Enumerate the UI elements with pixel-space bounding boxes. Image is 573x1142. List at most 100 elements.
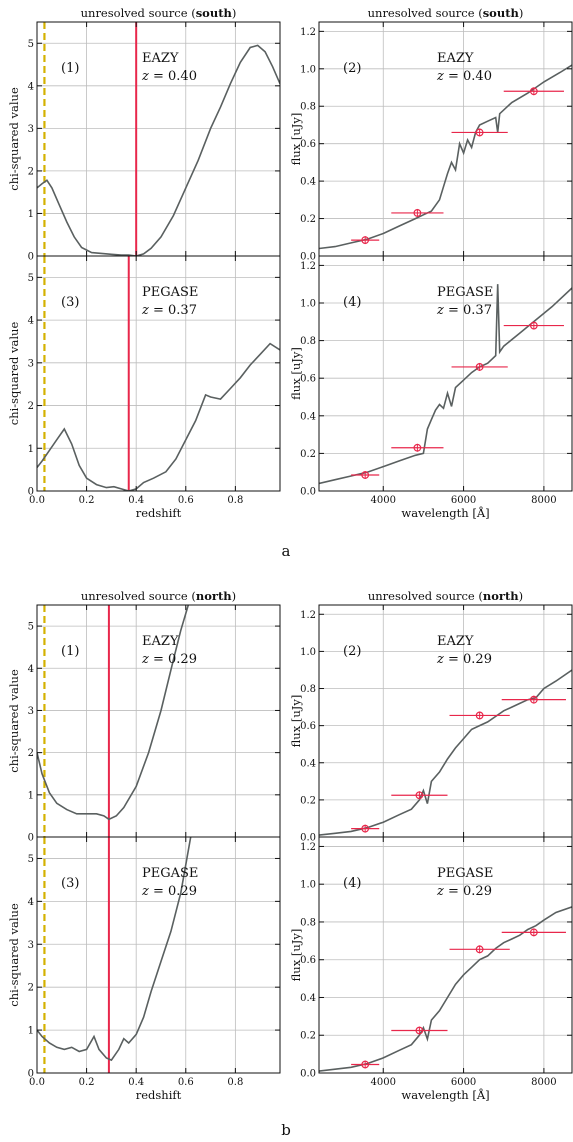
panel-number: (2) <box>343 61 361 76</box>
ytick-label-5: 1.0 <box>300 647 316 658</box>
ytick-label-5: 1.0 <box>300 299 316 310</box>
ytick-label-4: 4 <box>28 316 34 327</box>
ytick-label-0: 0.0 <box>300 1069 316 1080</box>
xtick-label-1: 6000 <box>451 1077 476 1088</box>
panel-a3: 0.0 0.2 0.4 0.6 0.8 0 1 2 3 4 5 chi-squared value re… <box>7 255 281 520</box>
axes-frame <box>36 836 281 1074</box>
ytick-label-2: 0.4 <box>300 993 316 1004</box>
ylabel: chi-squared value <box>7 903 21 1007</box>
ytick-label-3: 3 <box>28 124 34 135</box>
ytick-label-2: 0.4 <box>300 177 316 188</box>
panel-a1: 0 1 2 3 4 5 chi-squared value unresolved source… <box>7 6 281 263</box>
panel-number: (1) <box>61 61 79 76</box>
ytick-label-5: 5 <box>28 273 34 284</box>
ytick-label-1: 0.2 <box>300 214 316 225</box>
photometry-marker <box>475 363 484 371</box>
ytick-label-2: 2 <box>28 166 34 177</box>
axes-frame <box>36 255 281 492</box>
panel-b1: 0 1 2 3 4 5 chi-squared value unresolved source… <box>7 589 281 844</box>
photometry-point-2 <box>449 945 510 954</box>
series-line-0 <box>37 837 192 1062</box>
photometry-marker <box>529 695 538 704</box>
xtick-label-2: 8000 <box>531 1077 556 1088</box>
ytick-label-4: 4 <box>28 81 34 92</box>
ytick-label-3: 3 <box>28 940 34 951</box>
panel-number: (4) <box>343 295 361 310</box>
xtick-label-3: 0.6 <box>178 495 194 506</box>
photometry-point-1 <box>391 1026 448 1035</box>
series-line-0 <box>319 669 572 836</box>
ylabel: flux [uJy] <box>289 113 303 166</box>
series-line-0 <box>319 64 572 250</box>
ytick-label-4: 0.8 <box>300 336 316 347</box>
axes-frame <box>318 836 573 1074</box>
ytick-label-1: 0.2 <box>300 449 316 460</box>
axes-frame <box>318 255 573 492</box>
redshift-label: z = 0.40 <box>141 69 197 84</box>
xtick-label-0: 0.0 <box>29 1077 45 1088</box>
ytick-label-6: 1.2 <box>300 27 316 38</box>
photometry-point-3 <box>503 87 564 96</box>
photometry-marker <box>413 443 422 452</box>
photometry-marker <box>529 87 538 96</box>
panel-b4: 4000 6000 8000 0.0 0.2 0.4 0.6 0.8 1.0 1.2 flux [u… <box>289 836 573 1102</box>
ytick-label-3: 0.6 <box>300 955 316 966</box>
ytick-label-5: 5 <box>28 854 34 865</box>
photometry-point-3 <box>503 321 564 330</box>
ytick-label-4: 4 <box>28 664 34 675</box>
xtick-label-2: 0.4 <box>128 495 144 506</box>
ytick-label-4: 0.8 <box>300 917 316 928</box>
photometry-point-1 <box>391 791 448 800</box>
xtick-label-4: 0.8 <box>227 495 243 506</box>
ytick-label-0: 0.0 <box>300 833 316 844</box>
ytick-label-0: 0.0 <box>300 487 316 498</box>
ylabel: chi-squared value <box>7 87 21 191</box>
ytick-label-2: 0.4 <box>300 411 316 422</box>
photometry-marker <box>475 945 484 954</box>
ytick-label-0: 0 <box>28 1069 34 1080</box>
photometry-point-2 <box>451 362 508 371</box>
panel-title: unresolved source (north) <box>368 589 523 603</box>
photometry-point-0 <box>351 236 380 245</box>
xlabel: redshift <box>136 1088 182 1102</box>
redshift-label: z = 0.29 <box>141 884 197 899</box>
template-name: PEGASE <box>437 285 493 300</box>
figure-label-a: a <box>282 542 291 560</box>
panel-number: (4) <box>343 876 361 891</box>
photometry-point-0 <box>351 824 380 833</box>
xtick-label-1: 0.2 <box>79 495 95 506</box>
photometry-point-3 <box>501 695 566 704</box>
series-line-0 <box>319 906 572 1072</box>
xtick-label-0: 4000 <box>371 495 396 506</box>
ytick-label-4: 4 <box>28 897 34 908</box>
panel-number: (3) <box>61 876 79 891</box>
photometry-marker <box>475 128 484 137</box>
ytick-label-6: 1.2 <box>300 610 316 621</box>
ytick-label-4: 0.8 <box>300 102 316 113</box>
ytick-label-3: 0.6 <box>300 721 316 732</box>
redshift-label: z = 0.37 <box>436 303 492 318</box>
redshift-label: z = 0.29 <box>436 884 492 899</box>
ytick-label-0: 0 <box>28 487 34 498</box>
ytick-label-1: 0.2 <box>300 1031 316 1042</box>
panel-title: unresolved source (south) <box>81 6 237 20</box>
xtick-label-3: 0.6 <box>178 1077 194 1088</box>
ytick-label-3: 3 <box>28 358 34 369</box>
ytick-label-5: 1.0 <box>300 64 316 75</box>
series-line-0 <box>37 605 190 821</box>
ytick-label-6: 1.2 <box>300 842 316 853</box>
series-line-0 <box>319 284 572 485</box>
ytick-label-1: 1 <box>28 1026 34 1037</box>
xlabel: wavelength [Å] <box>401 506 489 520</box>
ytick-label-6: 1.2 <box>300 261 316 272</box>
ytick-label-2: 2 <box>28 748 34 759</box>
photometry-point-0 <box>351 1060 380 1069</box>
panel-number: (3) <box>61 295 79 310</box>
xlabel: redshift <box>136 506 182 520</box>
xlabel: wavelength [Å] <box>401 1088 489 1102</box>
photometry-point-1 <box>391 443 444 452</box>
panel-number: (1) <box>61 644 79 659</box>
ytick-label-3: 3 <box>28 706 34 717</box>
photometry-marker <box>361 1060 370 1069</box>
photometry-marker <box>529 321 538 330</box>
